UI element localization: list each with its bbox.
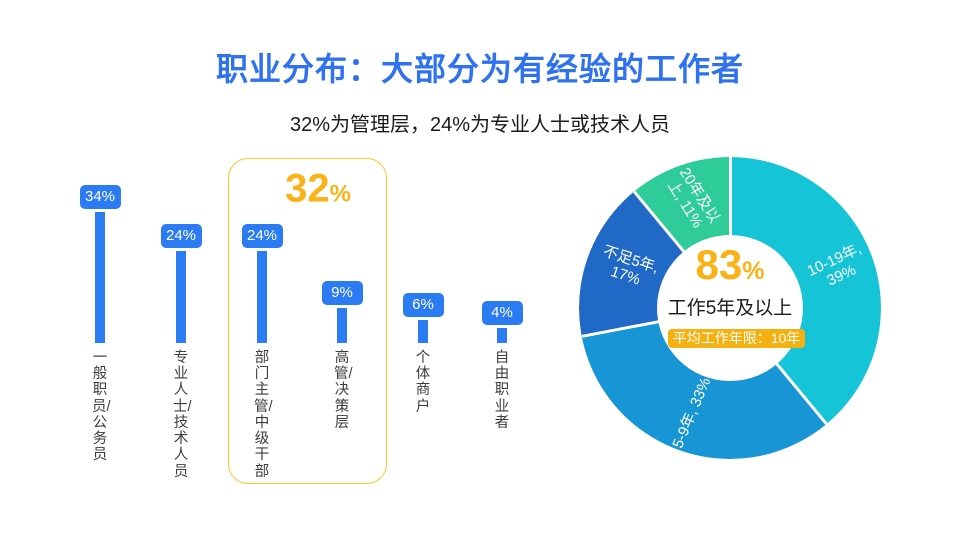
bar-group: 34% xyxy=(78,0,122,343)
bar-group: 4% xyxy=(480,0,524,343)
highlight-suffix: % xyxy=(329,180,351,208)
bar-group: 6% xyxy=(401,0,445,343)
bar-category-label: 一般职员/公务员 xyxy=(92,350,111,464)
bar-value-badge: 24% xyxy=(160,224,202,248)
slice-separator xyxy=(728,157,732,308)
bar-value-badge: 6% xyxy=(402,293,444,317)
bar-group: 24% xyxy=(159,0,203,343)
bar xyxy=(176,251,186,343)
bar xyxy=(418,320,428,343)
bar-value-badge: 9% xyxy=(321,281,363,305)
bar-group: 24% xyxy=(240,0,284,343)
occupation-bar-chart: 32% 34% 24% 24% 9% 6% 4% 一般职员/公务员 专业人士/技… xyxy=(78,0,524,484)
donut-center-badge: 平均工作年限：10年 xyxy=(668,329,805,348)
bar xyxy=(497,328,507,343)
bar-category-label: 部门主管/中级干部 xyxy=(254,350,273,480)
bar xyxy=(257,251,267,343)
center-value-suffix: % xyxy=(742,257,765,285)
highlight-value: 32 xyxy=(285,166,330,211)
bar-category-label: 高管/决策层 xyxy=(334,350,353,431)
center-value-number: 83 xyxy=(695,241,743,288)
page-subtitle: 32%为管理层，24%为专业人士或技术人员 xyxy=(289,114,671,136)
donut-center: 83% 工作5年及以上 xyxy=(657,235,803,381)
bar xyxy=(337,308,347,343)
bar-category-label: 个体商户 xyxy=(415,350,431,415)
management-highlight-percent: 32% xyxy=(285,167,351,212)
bar-value-badge: 24% xyxy=(241,224,283,248)
bar-value-badge: 34% xyxy=(79,185,121,209)
page-title: 职业分布：大部分为有经验的工作者 xyxy=(215,51,744,87)
bar-category-label: 专业人士/技术人员 xyxy=(173,350,192,480)
bar xyxy=(95,212,105,343)
bar-group: 9% xyxy=(320,0,364,343)
work-years-donut-chart: 10-19年, 39% 5-9年, 33% 不足5年, 17% 20年及以 上,… xyxy=(579,157,881,459)
donut-center-caption: 工作5年及以上 xyxy=(667,298,793,319)
management-highlight-box xyxy=(228,158,387,484)
donut-center-value: 83% xyxy=(657,241,803,289)
bar-value-badge: 4% xyxy=(481,301,523,325)
bar-category-label: 自由职业者 xyxy=(494,350,510,431)
